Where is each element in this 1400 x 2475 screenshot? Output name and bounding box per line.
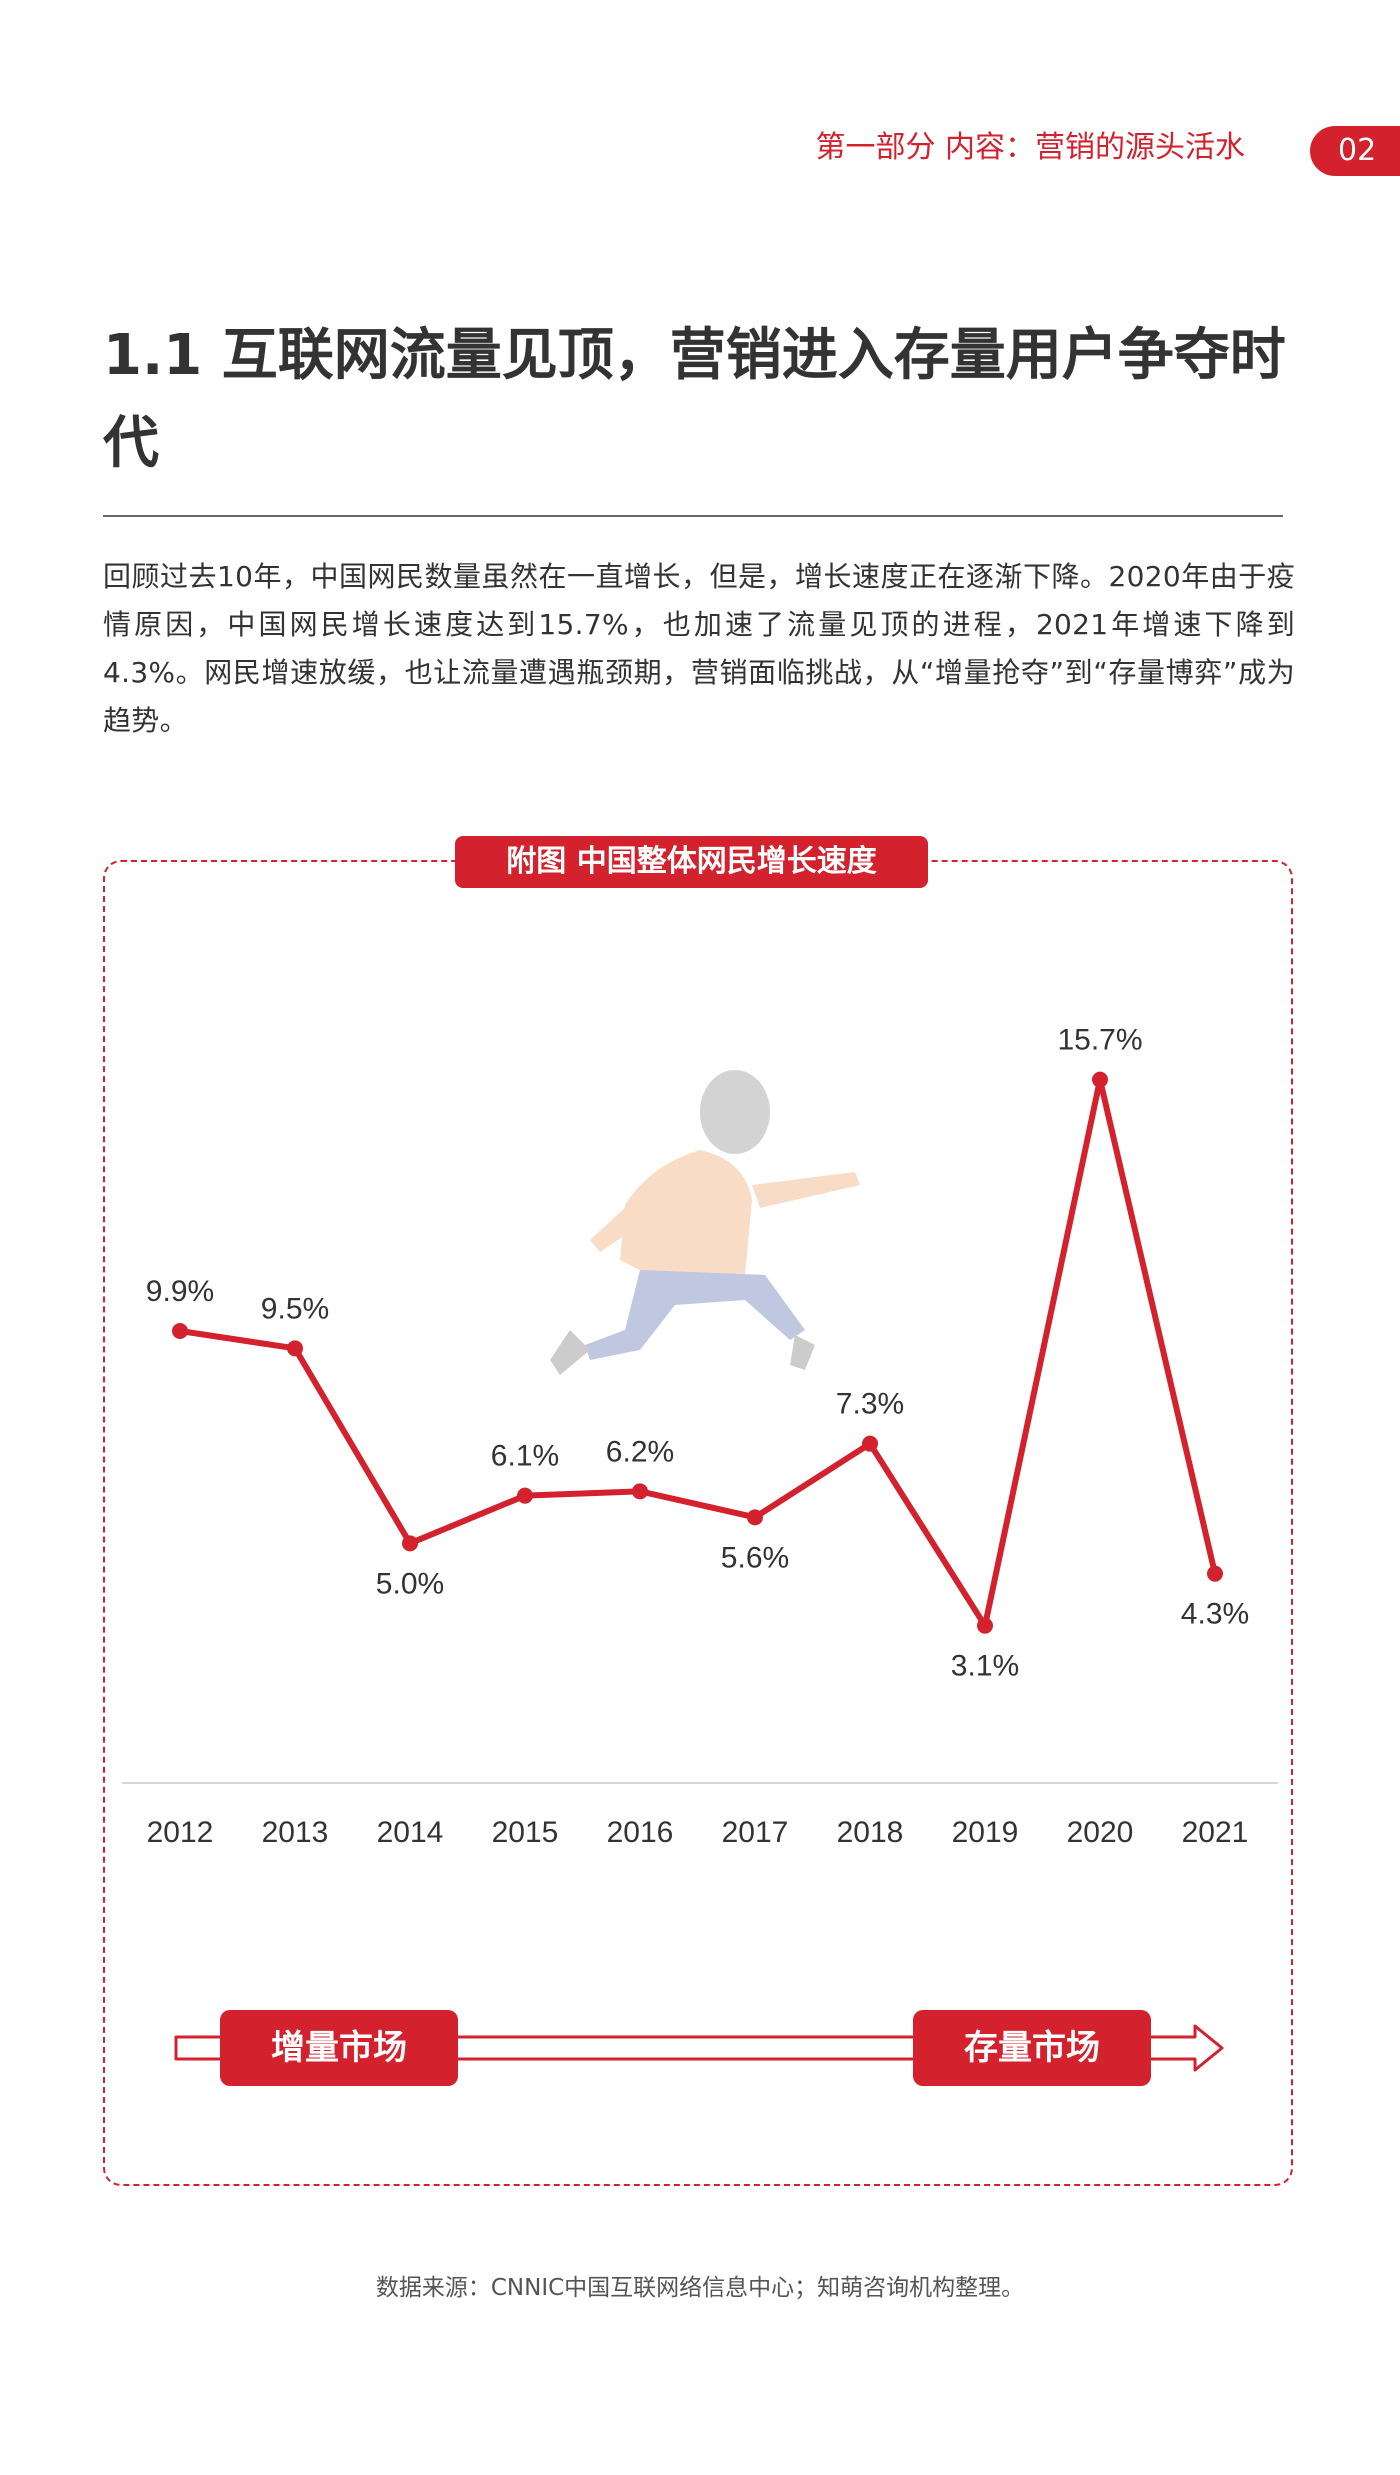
data-point-2017 — [747, 1509, 763, 1526]
data-label-2018: 7.3% — [836, 1388, 904, 1421]
data-point-2018 — [862, 1435, 878, 1452]
data-label-2012: 9.9% — [146, 1275, 214, 1308]
data-label-2019: 3.1% — [951, 1650, 1019, 1683]
data-point-2021 — [1207, 1565, 1223, 1582]
x-tick-2017: 2017 — [722, 1816, 789, 1849]
x-tick-2014: 2014 — [377, 1816, 444, 1849]
figure-caption: 附图 中国整体网民增长速度 — [455, 836, 928, 888]
data-label-2014: 5.0% — [376, 1567, 444, 1600]
title-divider — [103, 515, 1283, 517]
data-label-2013: 9.5% — [261, 1292, 329, 1325]
x-tick-2019: 2019 — [952, 1816, 1019, 1849]
data-label-2016: 6.2% — [606, 1435, 674, 1468]
page-number-badge: 02 — [1310, 126, 1400, 176]
page-title: 1.1 互联网流量见顶，营销进入存量用户争夺时代 — [103, 323, 1286, 476]
x-tick-2018: 2018 — [837, 1816, 904, 1849]
data-label-2021: 4.3% — [1181, 1598, 1249, 1631]
stock-market-label: 存量市场 — [913, 2010, 1151, 2086]
data-point-2020 — [1092, 1071, 1108, 1088]
data-point-2012 — [172, 1323, 188, 1339]
data-label-2017: 5.6% — [721, 1541, 789, 1574]
data-point-2016 — [632, 1483, 648, 1500]
growth-series-line — [177, 1076, 1218, 1629]
x-tick-2012: 2012 — [147, 1816, 214, 1849]
data-label-2015: 6.1% — [491, 1440, 559, 1473]
section-header: 第一部分 内容：营销的源头活水 — [815, 130, 1245, 165]
data-point-2019 — [977, 1617, 993, 1634]
data-label-2020: 15.7% — [1057, 1024, 1142, 1057]
data-point-2014 — [402, 1535, 418, 1552]
x-tick-2015: 2015 — [492, 1816, 559, 1849]
x-tick-2013: 2013 — [262, 1816, 329, 1849]
x-tick-2016: 2016 — [607, 1816, 674, 1849]
intro-paragraph: 回顾过去10年，中国网民数量虽然在一直增长，但是，增长速度正在逐渐下降。2020… — [103, 560, 1295, 737]
data-point-2013 — [287, 1340, 303, 1357]
data-point-2015 — [517, 1487, 533, 1504]
x-tick-2021: 2021 — [1182, 1816, 1249, 1849]
x-tick-2020: 2020 — [1067, 1816, 1134, 1849]
data-source-note: 数据来源：CNNIC中国互联网络信息中心；知萌咨询机构整理。 — [375, 2275, 1025, 2301]
incremental-market-label: 增量市场 — [220, 2010, 458, 2086]
